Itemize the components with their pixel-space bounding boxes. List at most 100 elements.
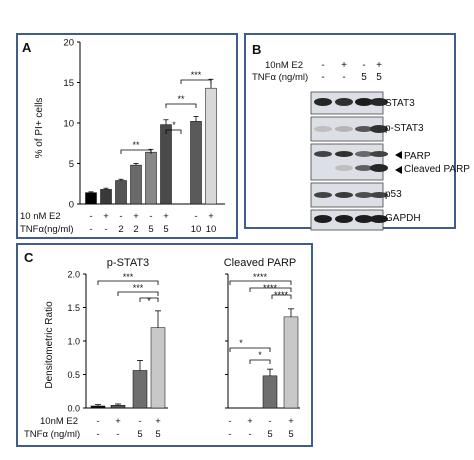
a-tnf-cell: 5: [163, 224, 168, 235]
blot-band: [355, 192, 373, 198]
b-e2-cell: +: [341, 60, 347, 71]
blot-band: [335, 215, 353, 223]
blot-band: [370, 125, 388, 133]
arrow-cleaved-parp-icon: [395, 166, 402, 174]
blot-label-gapdh: GAPDH: [385, 213, 421, 224]
blot-band: [355, 151, 373, 157]
c-tnf-cell-left: -: [96, 429, 99, 440]
a-ytick-label: 10: [63, 119, 74, 130]
panel-c-ylabel: Densitometric Ratio: [44, 301, 55, 389]
arrow-parp-icon: [395, 151, 402, 159]
blot-label-stat3: STAT3: [385, 98, 415, 109]
c-e2-cell-left: -: [96, 416, 99, 427]
panel-c-right-title: Cleaved PARP: [224, 257, 297, 269]
a-bar: [190, 121, 202, 205]
blot-label-pstat3: p-STAT3: [385, 123, 424, 134]
panel-a-ylabel: % of PI+ cells: [34, 98, 45, 159]
blot-band: [370, 215, 388, 223]
sig-c-left-2: ***: [133, 283, 144, 293]
a-bar: [115, 180, 127, 205]
a-ytick-label: 15: [63, 78, 74, 89]
sig-a-3: **: [177, 94, 185, 104]
c-e2-cell-left: -: [138, 416, 141, 427]
panel-a-label: A: [22, 40, 32, 55]
c-e2-cell-left: +: [115, 416, 121, 427]
panel-a-tnf-label: TNFα(ng/ml): [20, 224, 74, 235]
a-bar: [145, 151, 157, 205]
a-tnf-cell: 5: [148, 224, 153, 235]
b-e2-cell: -: [321, 60, 324, 71]
a-e2-cell: +: [103, 211, 109, 222]
blot-label-cleaved-parp: Cleaved PARP: [404, 164, 470, 175]
panel-a-significance: ** * ** ***: [120, 70, 212, 154]
c-tnf-cell-right: 5: [288, 429, 293, 440]
b-tnf-cell: 5: [361, 72, 367, 83]
c-tnf-cell-right: -: [248, 429, 251, 440]
blot-band: [314, 192, 332, 198]
blot-band: [335, 151, 353, 157]
c-ytick-label: 0.0: [67, 404, 80, 414]
panel-b-e2-label: 10nM E2: [265, 60, 303, 71]
a-tnf-cell: -: [89, 224, 92, 235]
c-right-bar: [283, 316, 299, 409]
c-e2-cell-right: +: [288, 416, 294, 427]
a-tnf-cell: 2: [133, 224, 138, 235]
b-e2-cell: -: [362, 60, 365, 71]
blot-band: [355, 126, 373, 132]
c-e2-cell-right: -: [228, 416, 231, 427]
b-tnf-cell: 5: [376, 72, 382, 83]
c-ytick-label: 0.5: [67, 370, 80, 380]
sig-c-left-3: *: [147, 296, 151, 306]
a-e2-cell: +: [133, 211, 139, 222]
a-ytick-label: 0: [69, 200, 74, 211]
blot-band: [355, 165, 373, 171]
a-ytick-label: 5: [69, 159, 74, 170]
a-tnf-cell: 10: [206, 224, 217, 235]
c-tnf-cell-right: -: [228, 429, 231, 440]
a-bar: [85, 192, 97, 205]
panel-c-label: C: [24, 250, 34, 265]
blot-strip-parp: [310, 143, 384, 181]
blot-band: [355, 98, 373, 106]
sig-c-right-4: *: [239, 338, 243, 348]
sig-c-right-2: ****: [263, 283, 278, 293]
a-e2-cell: -: [119, 211, 122, 222]
b-e2-cell: +: [376, 60, 382, 71]
blot-band: [314, 215, 332, 223]
a-e2-cell: +: [163, 211, 169, 222]
b-tnf-cell: -: [342, 72, 345, 83]
panel-c-significance: *** *** * **** **** **** * *: [97, 272, 292, 364]
sig-c-left-1: ***: [123, 272, 134, 282]
blot-band: [370, 151, 388, 157]
blot-band: [335, 165, 353, 171]
blot-label-p53: p53: [385, 189, 402, 200]
c-tnf-cell-left: 5: [155, 429, 160, 440]
blot-band: [314, 151, 332, 157]
b-tnf-cell: -: [321, 72, 324, 83]
blot-band: [314, 126, 332, 132]
panel-a-e2-label: 10 nM E2: [20, 211, 61, 222]
c-ytick-label: 1.5: [67, 303, 80, 313]
a-ytick-label: 20: [63, 38, 74, 49]
blot-band: [335, 192, 353, 198]
blot-band: [355, 215, 373, 223]
a-e2-cell: -: [149, 211, 152, 222]
a-e2-cell: -: [194, 211, 197, 222]
blot-band: [335, 98, 353, 106]
blot-band: [335, 126, 353, 132]
blot-label-parp: PARP: [404, 151, 431, 162]
c-left-bar: [150, 327, 166, 409]
sig-a-4: ***: [191, 70, 202, 80]
c-e2-cell-right: +: [247, 416, 253, 427]
sig-c-right-3: ****: [274, 290, 289, 300]
blot-band: [314, 98, 332, 106]
panel-b-tnf-label: TNFα (ng/ml): [252, 72, 308, 83]
a-e2-cell: -: [89, 211, 92, 222]
sig-c-right-5: *: [258, 350, 262, 360]
blot-band: [370, 98, 388, 106]
a-tnf-cell: 10: [191, 224, 202, 235]
c-ytick-label: 1.0: [67, 337, 80, 347]
c-e2-cell-left: +: [155, 416, 161, 427]
a-tnf-cell: -: [104, 224, 107, 235]
